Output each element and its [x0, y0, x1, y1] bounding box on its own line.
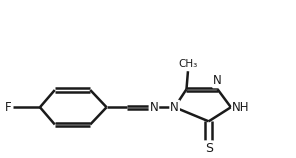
- Text: S: S: [205, 142, 213, 155]
- Text: NH: NH: [232, 101, 250, 114]
- Text: N: N: [170, 101, 179, 114]
- Text: N: N: [213, 74, 222, 87]
- Text: CH₃: CH₃: [178, 59, 198, 69]
- Text: N: N: [149, 101, 158, 114]
- Text: F: F: [5, 101, 12, 114]
